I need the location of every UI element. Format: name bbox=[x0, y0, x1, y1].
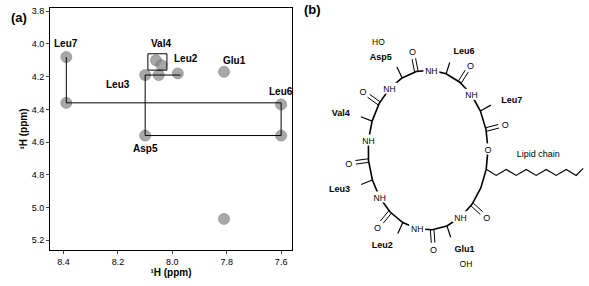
svg-text:Leu6: Leu6 bbox=[453, 46, 474, 56]
svg-text:NH: NH bbox=[362, 136, 374, 146]
svg-text:NH: NH bbox=[425, 66, 437, 76]
svg-text:4.2: 4.2 bbox=[32, 72, 45, 82]
svg-text:5.0: 5.0 bbox=[32, 203, 45, 213]
svg-text:Glu1: Glu1 bbox=[455, 244, 475, 254]
svg-text:O: O bbox=[484, 145, 491, 155]
svg-text:Leu2: Leu2 bbox=[372, 240, 393, 250]
svg-text:O: O bbox=[467, 61, 474, 71]
svg-text:Leu3: Leu3 bbox=[329, 184, 350, 194]
svg-text:(b): (b) bbox=[304, 2, 321, 17]
svg-text:7.6: 7.6 bbox=[275, 257, 288, 267]
svg-text:O: O bbox=[359, 87, 366, 97]
svg-text:NH: NH bbox=[374, 193, 386, 203]
svg-text:Leu7: Leu7 bbox=[501, 95, 522, 105]
svg-text:¹H (ppm): ¹H (ppm) bbox=[150, 267, 191, 278]
svg-text:Leu3: Leu3 bbox=[106, 79, 130, 90]
svg-text:O: O bbox=[502, 120, 509, 130]
svg-text:Val4: Val4 bbox=[151, 38, 171, 49]
svg-text:4.4: 4.4 bbox=[32, 105, 45, 115]
svg-text:8.0: 8.0 bbox=[166, 257, 179, 267]
svg-text:O: O bbox=[374, 223, 381, 233]
svg-text:(a): (a) bbox=[11, 10, 27, 25]
svg-text:5.2: 5.2 bbox=[32, 235, 45, 245]
svg-text:4.6: 4.6 bbox=[32, 137, 45, 147]
svg-text:O: O bbox=[345, 159, 352, 169]
svg-text:3.8: 3.8 bbox=[32, 6, 45, 16]
svg-text:NH: NH bbox=[454, 213, 466, 223]
svg-text:NH: NH bbox=[465, 90, 477, 100]
svg-text:Asp5: Asp5 bbox=[370, 52, 392, 62]
svg-text:Asp5: Asp5 bbox=[133, 143, 158, 154]
svg-text:O: O bbox=[430, 245, 437, 255]
svg-text:8.4: 8.4 bbox=[57, 257, 70, 267]
svg-text:OH: OH bbox=[460, 259, 473, 269]
svg-text:Leu6: Leu6 bbox=[269, 86, 293, 97]
svg-text:Leu7: Leu7 bbox=[54, 38, 78, 49]
svg-text:Glu1: Glu1 bbox=[223, 55, 246, 66]
svg-text:HO: HO bbox=[372, 37, 385, 47]
svg-text:8.2: 8.2 bbox=[112, 257, 125, 267]
svg-text:4.8: 4.8 bbox=[32, 170, 45, 180]
svg-text:Val4: Val4 bbox=[332, 108, 350, 118]
svg-text:Lipid chain: Lipid chain bbox=[517, 149, 560, 159]
svg-text:O: O bbox=[409, 47, 416, 57]
svg-text:O: O bbox=[483, 213, 490, 223]
svg-text:NH: NH bbox=[383, 84, 395, 94]
svg-text:7.8: 7.8 bbox=[220, 257, 233, 267]
svg-text:¹H (ppm): ¹H (ppm) bbox=[18, 108, 29, 149]
svg-text:Leu2: Leu2 bbox=[174, 53, 198, 64]
svg-text:NH: NH bbox=[411, 224, 423, 234]
svg-text:4.0: 4.0 bbox=[32, 39, 45, 49]
